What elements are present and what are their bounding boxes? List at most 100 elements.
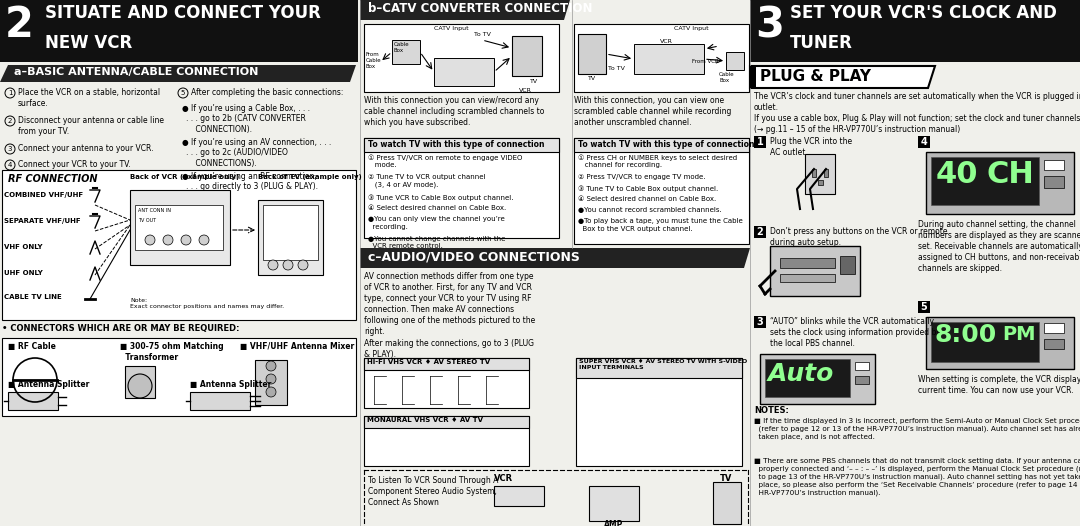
Text: Auto: Auto: [768, 362, 834, 386]
Text: VCR: VCR: [519, 88, 531, 93]
Bar: [818, 180, 823, 185]
Text: ● If you’re using a Cable Box, . . .: ● If you’re using a Cable Box, . . .: [183, 104, 310, 113]
Bar: [512, 36, 542, 76]
Bar: [770, 246, 860, 296]
Text: COMBINED VHF/UHF: COMBINED VHF/UHF: [4, 192, 83, 198]
Text: Connect your VCR to your TV.: Connect your VCR to your TV.: [18, 160, 131, 169]
Bar: [750, 66, 756, 88]
Text: PLUG & PLAY: PLUG & PLAY: [760, 69, 870, 84]
Bar: [190, 392, 249, 410]
Bar: [805, 154, 835, 194]
Text: Disconnect your antenna or cable line
from your TV.: Disconnect your antenna or cable line fr…: [18, 116, 164, 136]
Bar: [1044, 176, 1064, 188]
Bar: [434, 58, 494, 86]
Bar: [824, 169, 828, 177]
Bar: [765, 359, 850, 397]
Bar: [812, 169, 816, 177]
Text: “AUTO” blinks while the VCR automatically
sets the clock using information provi: “AUTO” blinks while the VCR automaticall…: [770, 317, 941, 348]
Bar: [125, 366, 156, 398]
Circle shape: [298, 260, 308, 270]
Bar: [2, 338, 356, 416]
Polygon shape: [0, 65, 356, 82]
Circle shape: [266, 361, 276, 371]
Polygon shape: [360, 0, 570, 20]
Bar: [634, 44, 704, 74]
Bar: [2, 170, 356, 320]
Circle shape: [199, 235, 210, 245]
Text: 4: 4: [920, 137, 928, 147]
Text: TV: TV: [530, 79, 538, 84]
Text: c–AUDIO/VIDEO CONNECTIONS: c–AUDIO/VIDEO CONNECTIONS: [368, 250, 580, 263]
Text: Cable
Box: Cable Box: [719, 72, 734, 83]
Bar: [573, 24, 750, 92]
Polygon shape: [360, 248, 750, 268]
Text: Place the VCR on a stable, horizontal
surface.: Place the VCR on a stable, horizontal su…: [18, 88, 160, 108]
Text: ■ If the time displayed in 3 is incorrect, perform the Semi-Auto or Manual Clock: ■ If the time displayed in 3 is incorrec…: [754, 418, 1080, 440]
Bar: [1044, 339, 1064, 349]
Text: VCR: VCR: [494, 474, 513, 483]
Text: To watch TV with this type of connection: To watch TV with this type of connection: [368, 140, 544, 149]
Bar: [364, 358, 529, 408]
Text: Don’t press any buttons on the VCR or remote
during auto setup.: Don’t press any buttons on the VCR or re…: [770, 227, 947, 247]
Text: ④ Select desired channel on Cable Box.: ④ Select desired channel on Cable Box.: [578, 196, 716, 202]
Text: 5: 5: [180, 90, 185, 96]
Bar: [918, 301, 930, 313]
Bar: [494, 486, 544, 506]
Text: CH: CH: [986, 160, 1034, 189]
Circle shape: [266, 387, 276, 397]
Text: To TV: To TV: [474, 32, 491, 37]
Bar: [1044, 323, 1064, 333]
Text: CATV Input: CATV Input: [434, 26, 469, 31]
Circle shape: [266, 374, 276, 384]
Circle shape: [268, 260, 278, 270]
Bar: [364, 138, 559, 152]
Text: b–CATV CONVERTER CONNECTION: b–CATV CONVERTER CONNECTION: [368, 2, 593, 15]
Text: VHF ONLY: VHF ONLY: [4, 244, 42, 250]
Bar: [8, 392, 58, 410]
Bar: [573, 138, 750, 152]
Text: 4: 4: [8, 162, 12, 168]
Text: 5: 5: [920, 302, 928, 312]
Text: ● If you’re using an AV connection, . . .: ● If you’re using an AV connection, . . …: [183, 138, 332, 147]
Text: ■ 300-75 ohm Matching
  Transformer: ■ 300-75 ohm Matching Transformer: [120, 342, 224, 362]
Text: ③ Tune VCR to Cable Box output channel.: ③ Tune VCR to Cable Box output channel.: [368, 194, 513, 200]
Bar: [931, 322, 1039, 362]
Bar: [576, 358, 742, 466]
Text: a–BASIC ANTENNA/CABLE CONNECTION: a–BASIC ANTENNA/CABLE CONNECTION: [14, 67, 258, 77]
Text: 1: 1: [757, 137, 764, 147]
Text: ■ VHF/UHF Antenna Mixer: ■ VHF/UHF Antenna Mixer: [240, 342, 354, 351]
Text: ① Press CH or NUMBER keys to select desired
   channel for recording.: ① Press CH or NUMBER keys to select desi…: [578, 154, 738, 168]
Bar: [264, 205, 318, 260]
Text: Note:
Exact connector positions and names may differ.: Note: Exact connector positions and name…: [130, 298, 284, 309]
Text: VCR: VCR: [660, 39, 673, 44]
Bar: [573, 138, 750, 244]
Text: ■ Antenna Splitter: ■ Antenna Splitter: [190, 380, 271, 389]
Bar: [926, 317, 1074, 369]
Bar: [760, 354, 875, 404]
Bar: [855, 362, 869, 370]
Circle shape: [145, 235, 156, 245]
Text: PM: PM: [1002, 325, 1036, 344]
Text: . . . go directly to 3 (PLUG & PLAY).: . . . go directly to 3 (PLUG & PLAY).: [186, 182, 318, 191]
Text: SUPER VHS VCR ♦ AV STEREO TV WITH S-VIDEO
INPUT TERMINALS: SUPER VHS VCR ♦ AV STEREO TV WITH S-VIDE…: [579, 359, 747, 370]
Bar: [780, 274, 835, 282]
Text: Connect your antenna to your VCR.: Connect your antenna to your VCR.: [18, 144, 153, 153]
Text: ④ Select desired channel on Cable Box.: ④ Select desired channel on Cable Box.: [368, 205, 507, 211]
Text: . . . go to 2c (AUDIO/VIDEO
    CONNECTIONS).: . . . go to 2c (AUDIO/VIDEO CONNECTIONS)…: [186, 148, 288, 168]
Bar: [589, 486, 639, 521]
Text: The VCR’s clock and tuner channels are set automatically when the VCR is plugged: The VCR’s clock and tuner channels are s…: [754, 92, 1080, 112]
Text: ② Press TV/VCR to engage TV mode.: ② Press TV/VCR to engage TV mode.: [578, 174, 705, 180]
Bar: [931, 157, 1039, 205]
Text: When setting is complete, the VCR displays the
current time. You can now use you: When setting is complete, the VCR displa…: [918, 375, 1080, 395]
Bar: [754, 136, 766, 148]
Text: 2: 2: [757, 227, 764, 237]
Text: Back of TV (example only): Back of TV (example only): [258, 174, 362, 180]
Text: ① Press TV/VCR on remote to engage VIDEO
   mode.: ① Press TV/VCR on remote to engage VIDEO…: [368, 154, 523, 168]
Text: • CONNECTORS WHICH ARE OR MAY BE REQUIRED:: • CONNECTORS WHICH ARE OR MAY BE REQUIRE…: [2, 324, 240, 333]
Text: With this connection, you can view one
scrambled cable channel while recording
a: With this connection, you can view one s…: [573, 96, 731, 127]
Text: 3: 3: [755, 4, 784, 46]
Text: SET YOUR VCR'S CLOCK AND: SET YOUR VCR'S CLOCK AND: [789, 4, 1057, 22]
Text: 3: 3: [8, 146, 12, 152]
Bar: [130, 190, 230, 265]
Text: Back of VCR (example only): Back of VCR (example only): [130, 174, 240, 180]
